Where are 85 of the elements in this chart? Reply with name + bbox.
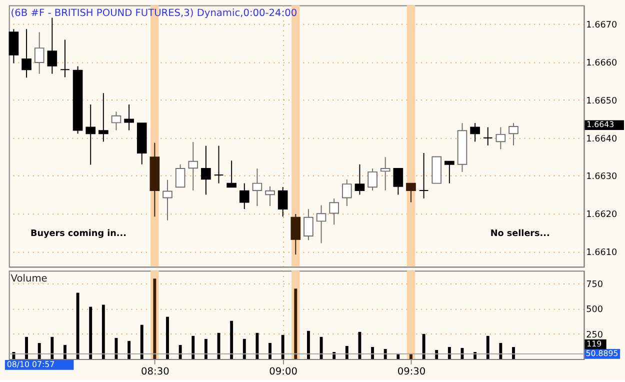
bar — [192, 336, 195, 360]
x-tick-label: 08:30 — [141, 366, 170, 378]
bar — [281, 334, 284, 360]
y-tick-label: 1.6630 — [586, 172, 618, 182]
x-tick-label: 09:00 — [269, 366, 298, 378]
candlestick — [86, 104, 96, 166]
bar — [268, 342, 272, 360]
candlestick — [418, 152, 429, 199]
bar — [50, 336, 54, 360]
bar — [140, 324, 144, 360]
candlestick — [175, 164, 186, 188]
candlestick — [368, 168, 378, 191]
annotation: Buyers coming in... — [30, 229, 126, 240]
y-tick-label: 1.6610 — [586, 248, 618, 258]
candlestick — [508, 122, 518, 146]
candlestick — [354, 164, 365, 196]
bar — [89, 306, 92, 360]
ref-line-label: 50.8895 — [586, 348, 618, 358]
candlestick — [278, 186, 288, 218]
bar — [38, 342, 41, 360]
candlestick — [47, 17, 58, 74]
candlestick — [8, 28, 19, 64]
x-tick-label: 09:30 — [397, 366, 426, 378]
bar — [242, 338, 246, 360]
chart-title: (6B #F - BRITISH POUND FUTURES,3) Dynamic,0:00-24:00 — [10, 8, 298, 20]
bar — [102, 304, 105, 360]
bar — [422, 334, 426, 360]
y-tick-label: 1.6620 — [586, 210, 618, 220]
candlestick — [290, 213, 301, 256]
candlestick — [34, 32, 44, 74]
bar — [166, 316, 169, 360]
candlestick — [482, 126, 493, 146]
bar — [204, 338, 208, 360]
candlestick — [201, 145, 211, 196]
candlestick — [329, 198, 340, 226]
bar — [396, 354, 400, 360]
bar — [345, 346, 348, 360]
bar — [371, 346, 374, 360]
candlestick — [188, 142, 198, 191]
annotation: No sellers... — [490, 229, 550, 240]
bar — [486, 336, 490, 360]
bar — [306, 330, 310, 360]
text: 119 — [586, 339, 602, 348]
candlestick — [98, 92, 108, 142]
y-tick-label: 1.6650 — [586, 96, 618, 106]
candlestick — [393, 168, 404, 196]
bar — [25, 336, 28, 360]
y-tick-label: 1.6640 — [586, 134, 618, 144]
candlestick — [342, 179, 352, 207]
candlestick — [214, 145, 224, 184]
candlestick — [124, 104, 134, 131]
bar — [499, 342, 502, 360]
candlestick — [239, 182, 250, 210]
bar — [410, 354, 412, 360]
candlestick — [496, 126, 506, 150]
candlestick — [444, 160, 454, 184]
bar — [128, 340, 131, 360]
text: 1.6643 — [586, 120, 614, 130]
y-tick-label: 1.6670 — [586, 20, 618, 31]
candlestick — [304, 208, 314, 241]
y-tick-label: 1.6660 — [586, 58, 618, 69]
bar — [512, 347, 515, 360]
text: 08/10 07:57 — [6, 360, 55, 369]
candlestick — [22, 28, 32, 78]
candlestick — [316, 204, 326, 244]
candlestick — [252, 168, 262, 207]
y-tick-label: 250 — [586, 330, 604, 340]
candlestick — [162, 179, 172, 221]
bar — [256, 332, 259, 360]
bar — [76, 292, 80, 360]
candlestick — [265, 186, 275, 207]
bar — [64, 344, 66, 360]
bar — [178, 344, 182, 360]
candlestick — [226, 160, 236, 188]
candlestick — [380, 156, 390, 191]
y-tick-label: 500 — [586, 305, 604, 316]
y-tick-label: 750 — [586, 280, 604, 290]
candlestick — [406, 182, 416, 203]
bar — [230, 320, 234, 360]
candlestick — [470, 122, 480, 142]
bar — [448, 346, 451, 360]
candlestick — [60, 39, 70, 78]
candlestick — [111, 111, 122, 131]
chart-title: Volume — [10, 273, 48, 284]
bar — [358, 332, 362, 360]
